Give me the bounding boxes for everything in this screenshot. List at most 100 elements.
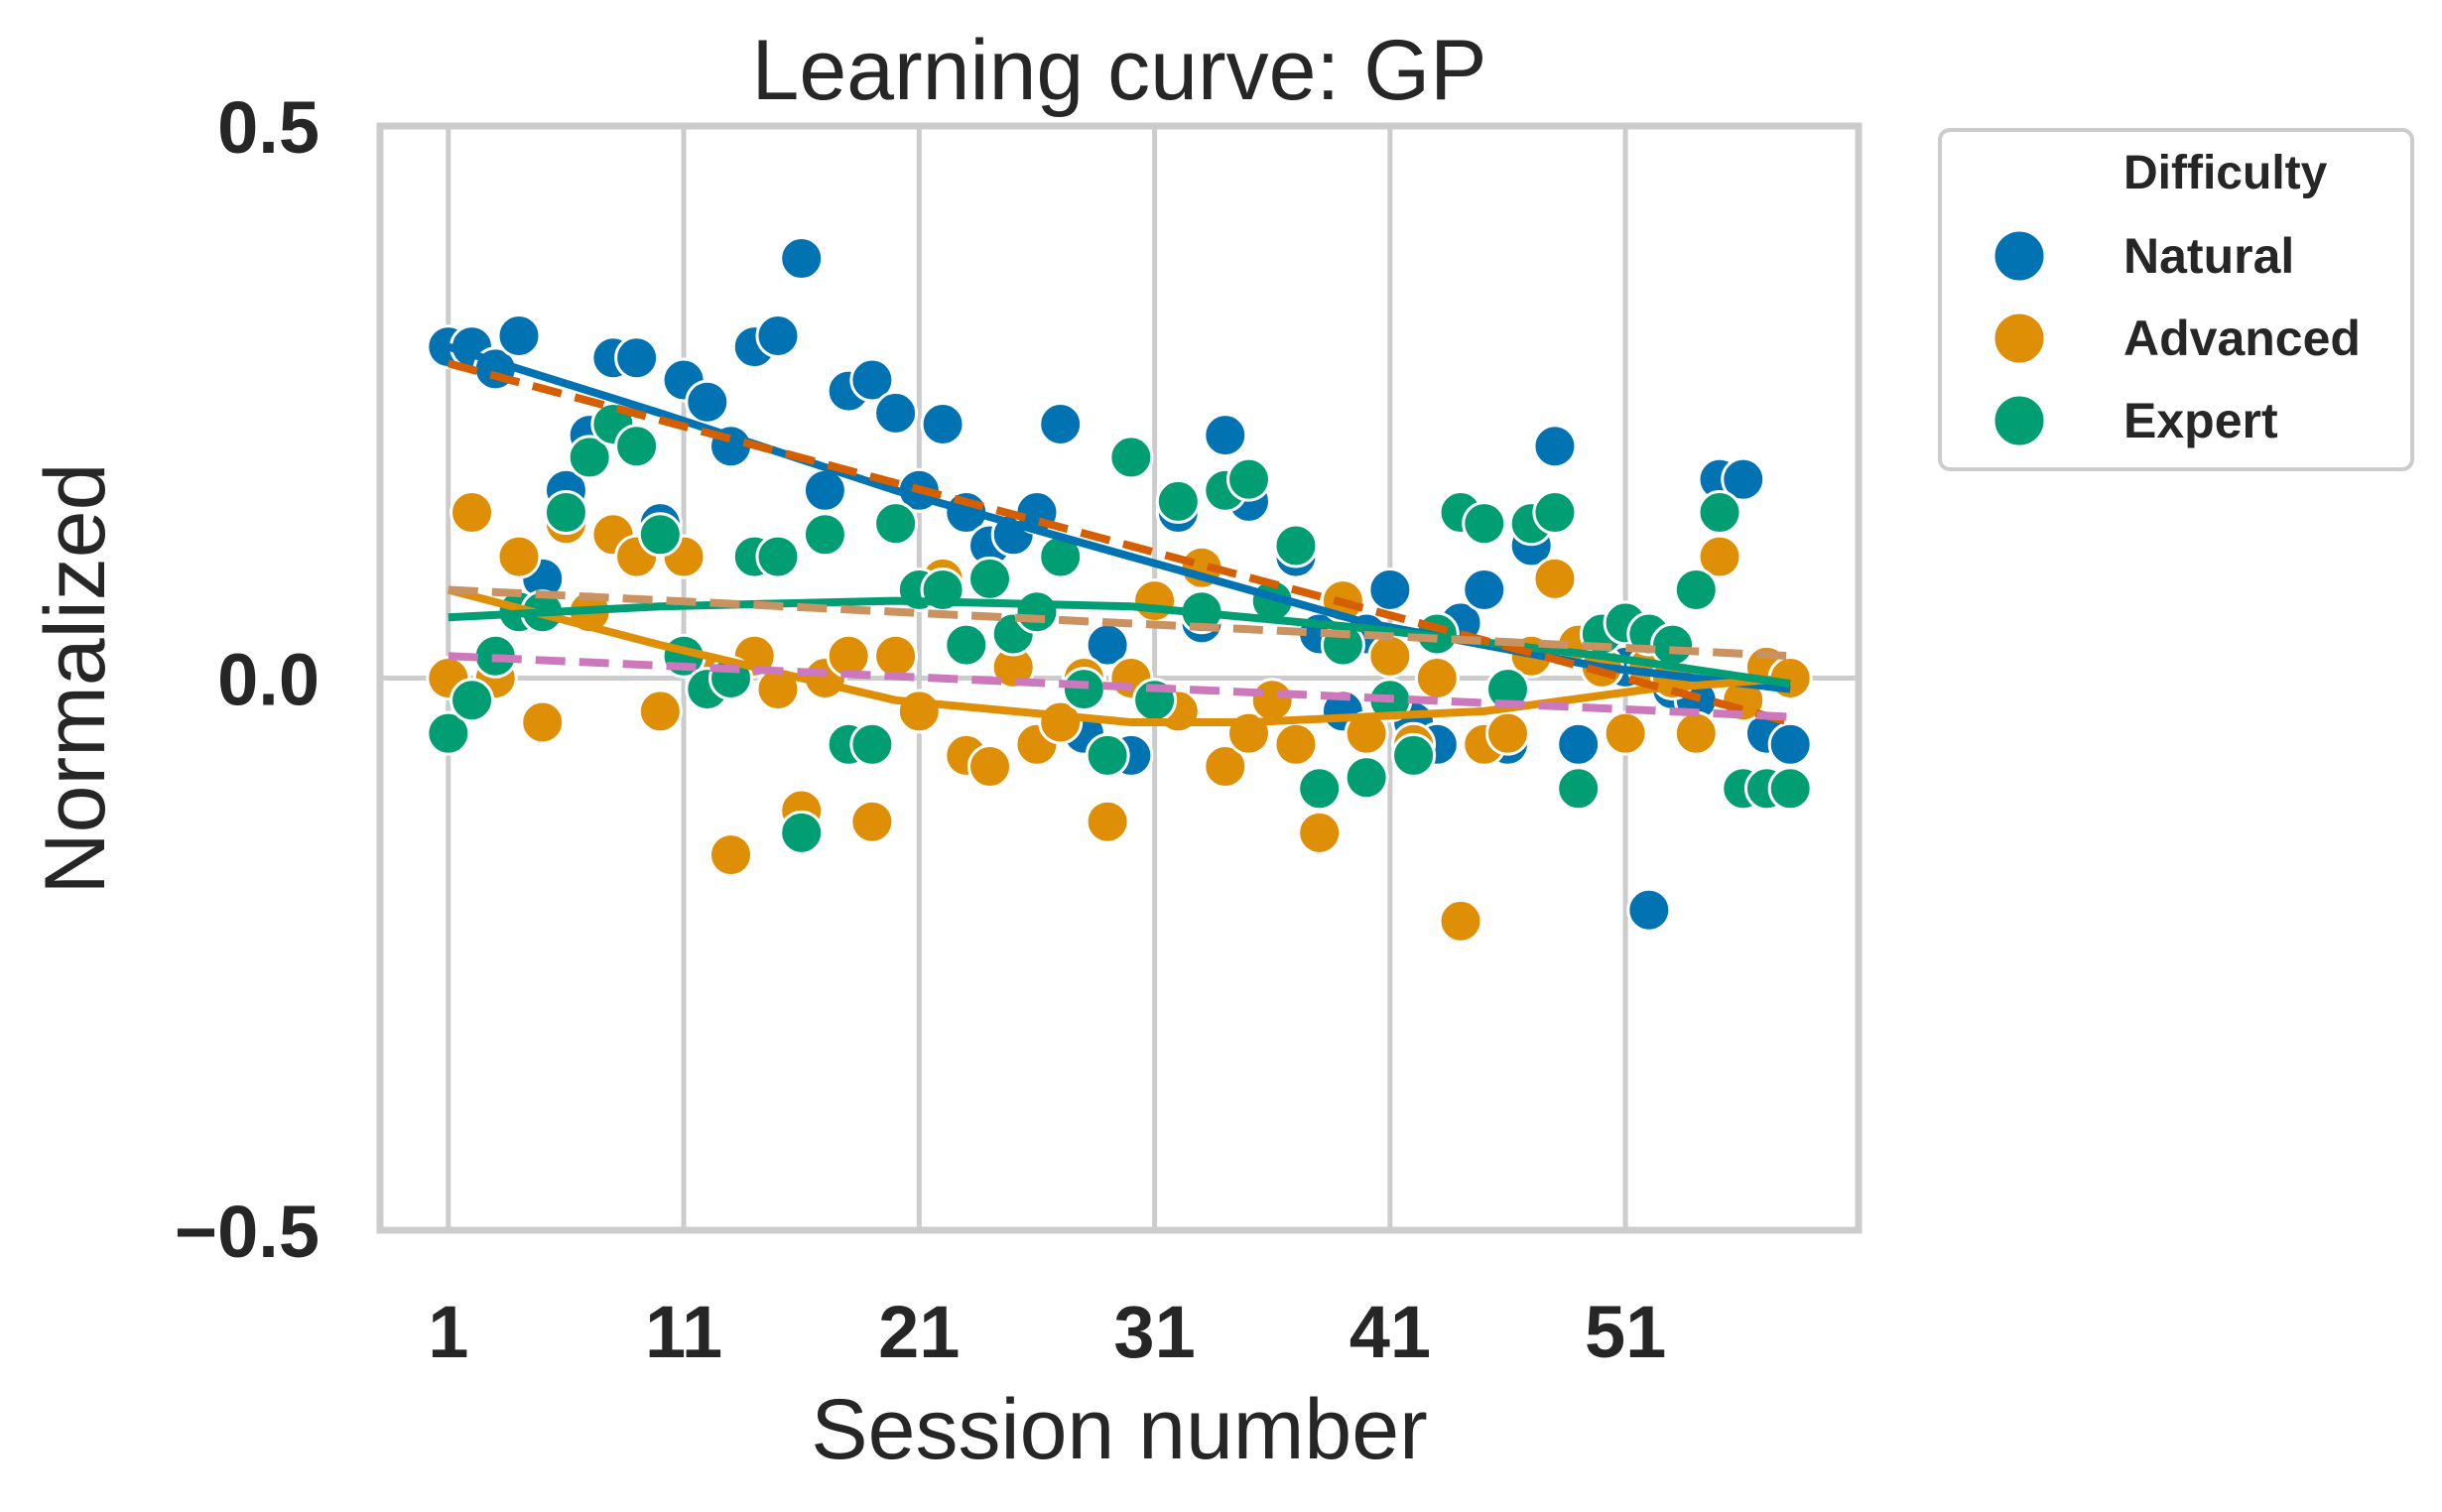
- point-natural: [1203, 413, 1248, 458]
- legend-marker-expert: [1992, 393, 2047, 448]
- point-advanced: [1132, 578, 1178, 624]
- point-natural: [1556, 721, 1602, 767]
- x-tick-labels: 1 11 21 31 41 51: [428, 1291, 1666, 1373]
- point-advanced: [896, 689, 942, 734]
- legend-label-natural: Natural: [2123, 228, 2294, 284]
- point-advanced: [520, 699, 566, 745]
- point-expert: [967, 556, 1013, 601]
- y-tick-label: 0.0: [217, 639, 320, 721]
- x-tick-label: 31: [1113, 1291, 1195, 1373]
- point-expert: [567, 435, 612, 480]
- point-advanced: [1673, 710, 1719, 756]
- legend-title: Difficulty: [2123, 147, 2328, 199]
- point-natural: [685, 379, 730, 425]
- legend-label-expert: Expert: [2123, 393, 2278, 448]
- plot-frame: [376, 122, 1863, 1234]
- point-advanced: [849, 799, 895, 844]
- point-advanced: [1367, 633, 1413, 679]
- point-expert: [426, 710, 471, 756]
- point-expert: [1556, 766, 1602, 812]
- point-expert: [1344, 755, 1389, 801]
- y-axis-label: Normalized: [28, 463, 123, 895]
- point-expert: [1014, 589, 1060, 635]
- legend-marker-advanced: [1992, 311, 2047, 366]
- point-expert: [1085, 732, 1130, 778]
- point-natural: [496, 313, 542, 358]
- legend-frame: [1938, 128, 2414, 471]
- point-expert: [1061, 667, 1106, 712]
- point-advanced: [450, 490, 495, 536]
- point-advanced: [1273, 721, 1319, 767]
- x-tick-label: 41: [1350, 1291, 1431, 1373]
- point-expert: [637, 512, 683, 558]
- point-natural: [1767, 721, 1813, 767]
- trend-line-solid: [448, 596, 1791, 689]
- trend-line-solid: [447, 585, 1791, 726]
- point-advanced: [967, 744, 1013, 790]
- trend-line-dashed: [447, 359, 1792, 726]
- trend-line-dashed: [448, 652, 1791, 721]
- x-tick-label: 11: [645, 1291, 722, 1373]
- point-expert: [1673, 567, 1719, 612]
- point-advanced: [496, 534, 542, 579]
- point-expert: [1650, 622, 1696, 668]
- x-axis-label: Session number: [811, 1382, 1427, 1477]
- point-advanced: [1438, 898, 1483, 944]
- point-expert: [450, 678, 495, 723]
- point-natural: [1721, 456, 1766, 502]
- point-expert: [779, 810, 825, 855]
- point-expert: [1297, 766, 1343, 812]
- point-advanced: [1203, 744, 1248, 790]
- x-tick-label: 21: [878, 1291, 960, 1373]
- point-expert: [802, 512, 847, 558]
- y-tick-label: −0.5: [175, 1191, 320, 1273]
- point-advanced: [708, 832, 754, 878]
- legend: Difficulty Natural Advanced Expert: [1938, 128, 2414, 471]
- point-expert: [1225, 456, 1271, 502]
- point-expert: [1155, 478, 1201, 524]
- trend-lines: [447, 342, 1792, 726]
- point-expert: [1273, 523, 1319, 568]
- point-natural: [873, 390, 919, 436]
- point-natural: [1532, 424, 1578, 469]
- point-natural: [1038, 402, 1084, 447]
- y-tick-label: 0.5: [217, 86, 320, 169]
- point-expert: [543, 490, 588, 536]
- x-tick-label: 1: [428, 1291, 468, 1373]
- point-advanced: [1484, 710, 1530, 756]
- y-tick-labels: −0.5 0.0 0.5: [175, 86, 320, 1273]
- point-natural: [614, 335, 660, 381]
- point-expert: [614, 424, 660, 469]
- point-natural: [849, 357, 895, 403]
- point-advanced: [1414, 656, 1460, 700]
- legend-label-advanced: Advanced: [2123, 311, 2361, 366]
- point-expert: [1767, 766, 1813, 812]
- point-expert: [1697, 490, 1742, 536]
- point-expert: [849, 721, 895, 767]
- point-advanced: [1344, 710, 1389, 756]
- point-natural: [779, 236, 825, 282]
- legend-marker-natural: [1992, 228, 2047, 284]
- point-expert: [944, 622, 989, 668]
- point-expert: [1462, 501, 1507, 547]
- point-natural: [755, 313, 801, 358]
- point-advanced: [1297, 810, 1343, 855]
- point-natural: [920, 402, 965, 447]
- trend-line-dashed: [448, 585, 1791, 661]
- legend-entries: Natural Advanced Expert: [1992, 228, 2361, 448]
- point-expert: [873, 501, 919, 547]
- point-advanced: [1249, 678, 1295, 723]
- point-natural: [1462, 567, 1507, 612]
- point-advanced: [1532, 556, 1578, 601]
- data-points: [426, 236, 1813, 944]
- point-expert: [755, 534, 801, 579]
- trend-line-solid: [447, 342, 1791, 693]
- point-expert: [1391, 732, 1437, 778]
- point-advanced: [873, 633, 919, 679]
- point-expert: [1108, 435, 1154, 480]
- point-natural: [1367, 567, 1413, 612]
- point-natural: [1626, 887, 1672, 933]
- point-advanced: [1697, 534, 1742, 579]
- x-tick-label: 51: [1585, 1291, 1666, 1373]
